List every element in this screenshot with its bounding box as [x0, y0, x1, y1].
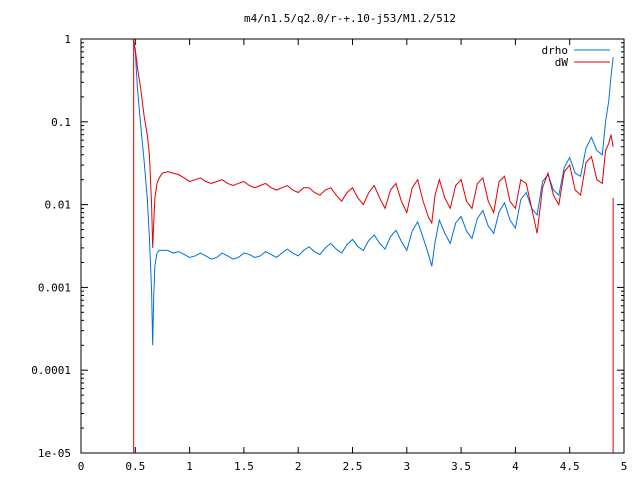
- x-tick-label: 0: [78, 460, 85, 473]
- series-layer: [132, 39, 614, 453]
- x-tick-label: 2: [295, 460, 302, 473]
- x-tick-label: 1: [186, 460, 193, 473]
- y-tick-label: 1: [64, 33, 71, 46]
- x-tick-label: 3.5: [451, 460, 471, 473]
- x-tick-label: 1.5: [234, 460, 254, 473]
- x-tick-label: 3: [403, 460, 410, 473]
- x-tick-label: 2.5: [343, 460, 363, 473]
- chart-title: m4/n1.5/q2.0/r-+.10-j53/M1.2/512: [244, 12, 456, 25]
- y-tick-label: 1e-05: [38, 447, 71, 460]
- y-tick-label: 0.001: [38, 281, 71, 294]
- y-tick-label: 0.01: [45, 199, 72, 212]
- legend-label: drho: [542, 44, 569, 57]
- series-line-dW: [132, 39, 614, 248]
- y-tick-label: 0.0001: [31, 364, 71, 377]
- series-line-drho: [132, 39, 614, 346]
- axis-ticks: 0 0.5 1 1.5 2 2.5 3 3.5 4 4.5 5 1e-05 0.0001 0.001 0.0…: [31, 33, 627, 473]
- y-tick-label: 0.1: [51, 116, 71, 129]
- x-tick-label: 5: [621, 460, 628, 473]
- x-tick-label: 0.5: [125, 460, 145, 473]
- x-tick-label: 4.5: [560, 460, 580, 473]
- legend-label: dW: [555, 56, 569, 69]
- x-tick-label: 4: [512, 460, 519, 473]
